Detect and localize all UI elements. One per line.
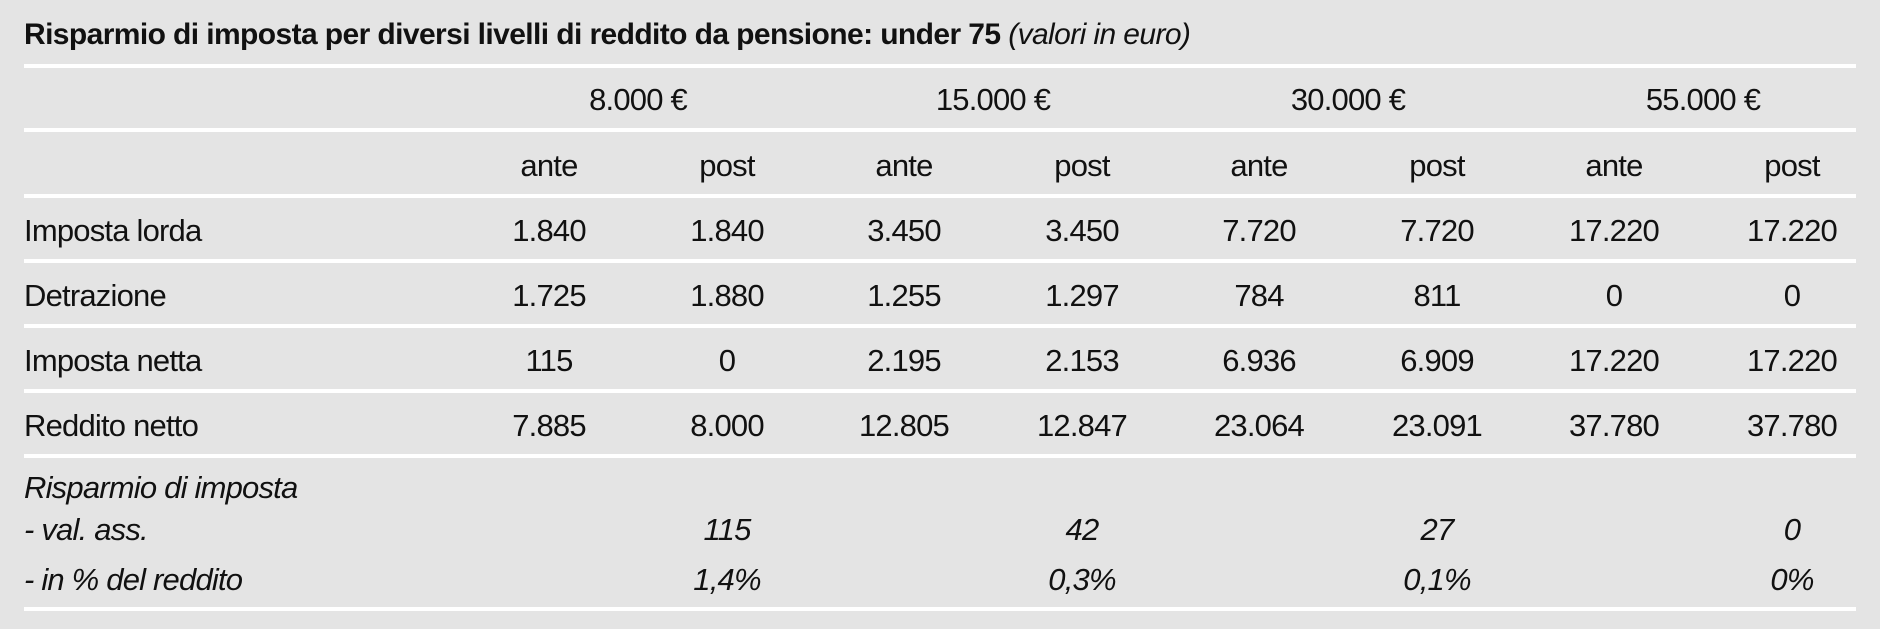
table-cell: 784 <box>1234 278 1284 313</box>
table-cell: 7.885 <box>512 408 586 443</box>
table-title-main: Risparmio di imposta per diversi livelli… <box>24 18 1001 51</box>
savings-abs-15000: 42 <box>1065 512 1100 547</box>
table-cell: 37.780 <box>1568 408 1660 443</box>
table-cell: 2.195 <box>867 343 941 378</box>
row-label: Imposta netta <box>24 343 202 378</box>
divider <box>24 128 1856 132</box>
row-label: Reddito netto <box>24 408 199 443</box>
table-cell: 7.720 <box>1222 213 1296 248</box>
table-cell: 8.000 <box>690 408 764 443</box>
table-cell: 7.720 <box>1400 213 1474 248</box>
group-header-8000: 8.000 € <box>589 82 688 117</box>
table-cell: 17.220 <box>1568 343 1660 378</box>
table-cell: 1.725 <box>512 278 586 313</box>
table-cell: 115 <box>525 343 573 378</box>
table-title: Risparmio di imposta per diversi livelli… <box>24 18 1191 52</box>
savings-pct-55000: 0% <box>1770 562 1814 597</box>
divider <box>24 64 1856 68</box>
subheader-cell: ante <box>875 148 933 183</box>
group-header-30000: 30.000 € <box>1290 82 1406 117</box>
table-cell: 0 <box>718 343 736 378</box>
table-cell: 0 <box>1605 278 1623 313</box>
subheader-cell: post <box>699 148 755 183</box>
group-header-55000: 55.000 € <box>1645 82 1761 117</box>
table-cell: 811 <box>1413 278 1461 313</box>
savings-pct-15000: 0,3% <box>1048 562 1116 597</box>
table-row-detrazione: Detrazione 1.725 1.880 1.255 1.297 784 8… <box>24 270 1856 322</box>
ante-post-header-row: ante post ante post ante post ante post <box>24 140 1856 192</box>
divider <box>24 389 1856 393</box>
table-cell: 0 <box>1783 278 1801 313</box>
divider <box>24 324 1856 328</box>
table-cell: 12.847 <box>1036 408 1128 443</box>
subheader-cell: ante <box>1585 148 1643 183</box>
table-cell: 17.220 <box>1746 343 1838 378</box>
savings-pct-30000: 0,1% <box>1403 562 1471 597</box>
subheader-cell: post <box>1764 148 1820 183</box>
table-cell: 17.220 <box>1568 213 1660 248</box>
divider <box>24 454 1856 458</box>
income-group-header-row: 8.000 € 15.000 € 30.000 € 55.000 € <box>24 74 1856 126</box>
table-cell: 1.840 <box>690 213 764 248</box>
subheader-cell: post <box>1409 148 1465 183</box>
table-cell: 1.297 <box>1045 278 1119 313</box>
divider <box>24 607 1856 611</box>
table-row-imposta-lorda: Imposta lorda 1.840 1.840 3.450 3.450 7.… <box>24 205 1856 257</box>
table-cell: 6.936 <box>1222 343 1296 378</box>
table-cell: 23.064 <box>1213 408 1305 443</box>
table-title-unit: (valori in euro) <box>1008 18 1191 51</box>
savings-abs-8000: 115 <box>703 512 751 547</box>
subheader-cell: ante <box>520 148 578 183</box>
table-cell: 37.780 <box>1746 408 1838 443</box>
table-cell: 23.091 <box>1391 408 1483 443</box>
savings-abs-label: - val. ass. <box>24 512 149 547</box>
table-cell: 1.840 <box>512 213 586 248</box>
row-label: Imposta lorda <box>24 213 202 248</box>
divider <box>24 259 1856 263</box>
row-label: Detrazione <box>24 278 167 313</box>
table-cell: 12.805 <box>858 408 950 443</box>
group-header-15000: 15.000 € <box>935 82 1051 117</box>
divider <box>24 194 1856 198</box>
table-row-imposta-netta: Imposta netta 115 0 2.195 2.153 6.936 6.… <box>24 335 1856 387</box>
savings-abs-30000: 27 <box>1420 512 1455 547</box>
savings-pct-label: - in % del reddito <box>24 562 243 597</box>
table-cell: 3.450 <box>867 213 941 248</box>
table-cell: 1.880 <box>690 278 764 313</box>
table-cell: 2.153 <box>1045 343 1119 378</box>
savings-abs-55000: 0 <box>1783 512 1801 547</box>
subheader-cell: ante <box>1230 148 1288 183</box>
table-cell: 1.255 <box>867 278 941 313</box>
savings-heading: Risparmio di imposta <box>24 470 298 505</box>
table-cell: 3.450 <box>1045 213 1119 248</box>
table-cell: 6.909 <box>1400 343 1474 378</box>
table-row-reddito-netto: Reddito netto 7.885 8.000 12.805 12.847 … <box>24 400 1856 452</box>
savings-pct-8000: 1,4% <box>693 562 761 597</box>
table-cell: 17.220 <box>1746 213 1838 248</box>
subheader-cell: post <box>1054 148 1110 183</box>
